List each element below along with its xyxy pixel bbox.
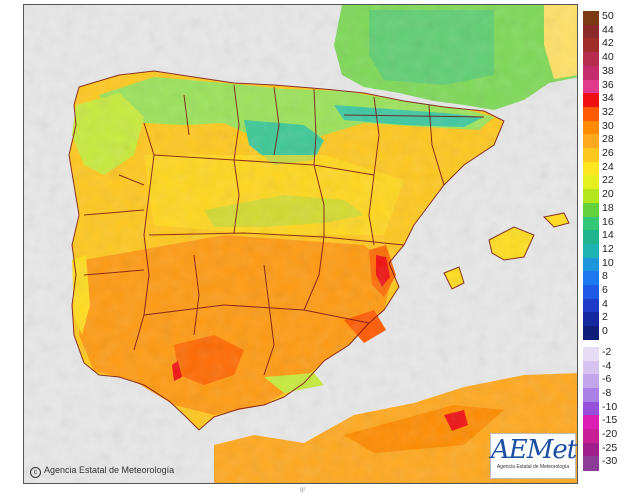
legend-label: -6 — [602, 373, 612, 386]
legend-swatch — [583, 93, 599, 108]
legend-label: 36 — [602, 78, 614, 91]
legend-swatch — [583, 257, 599, 272]
legend-swatch — [583, 243, 599, 259]
legend-swatch — [583, 120, 599, 135]
legend-swatch — [583, 401, 599, 416]
legend-swatch — [583, 38, 599, 53]
legend-label: 20 — [602, 188, 614, 201]
legend-swatch — [583, 202, 599, 217]
legend-label: 0 — [602, 325, 608, 338]
legend-swatch — [583, 11, 599, 26]
regional-borders — [68, 70, 570, 431]
texture-overlay — [24, 5, 577, 483]
legend-label: 10 — [602, 256, 614, 269]
legend-label: -25 — [602, 441, 618, 454]
legend-label: -2 — [602, 345, 612, 358]
legend-swatch — [583, 175, 599, 190]
legend-label: 22 — [602, 174, 614, 187]
legend-label: 12 — [602, 242, 614, 255]
legend-label: 44 — [602, 23, 614, 36]
temperature-map — [23, 4, 578, 484]
legend-label: 14 — [602, 229, 614, 242]
legend-label: 2 — [602, 311, 608, 324]
legend-swatch — [583, 271, 599, 286]
legend-label: -15 — [602, 414, 618, 427]
footer-mark: gr — [300, 487, 306, 493]
legend-swatch — [583, 65, 599, 80]
legend-swatch — [583, 285, 599, 300]
legend-label: -4 — [602, 359, 612, 372]
legend-swatch — [583, 456, 599, 471]
logo-subtitle: Agencia Estatal de Meteorología — [496, 464, 570, 470]
legend-label: 38 — [602, 64, 614, 77]
legend-swatch — [583, 161, 599, 176]
legend-swatch — [583, 415, 599, 430]
legend-swatch — [583, 346, 599, 361]
logo-name: AEMet — [491, 435, 577, 465]
legend-label: 28 — [602, 133, 614, 146]
legend-label: 8 — [602, 270, 608, 283]
legend-swatch — [583, 106, 599, 122]
aemet-logo: AEMet Agencia Estatal de Meteorología — [490, 433, 577, 479]
legend-label: 50 — [602, 10, 614, 22]
copyright-notice: c Agencia Estatal de Meteorología — [30, 465, 174, 478]
legend-label: -10 — [602, 400, 618, 413]
legend-label: 40 — [602, 51, 614, 64]
legend-swatch — [583, 312, 599, 327]
legend-swatch — [583, 134, 599, 149]
legend-swatch — [583, 387, 599, 403]
legend-label: 16 — [602, 215, 614, 228]
legend-label: 30 — [602, 119, 614, 132]
copyright-text: Agencia Estatal de Meteorología — [44, 465, 175, 475]
legend-swatch — [583, 429, 599, 444]
legend-swatch — [583, 374, 599, 389]
legend-label: 4 — [602, 297, 608, 310]
legend-swatch — [583, 24, 599, 39]
map-canvas — [24, 5, 577, 483]
legend-swatch — [583, 79, 599, 94]
legend-label: -8 — [602, 386, 612, 399]
legend-swatch — [583, 189, 599, 204]
legend-label: -30 — [602, 455, 618, 468]
legend-label: 24 — [602, 160, 614, 173]
legend-swatch — [583, 230, 599, 245]
legend-label: 26 — [602, 147, 614, 159]
legend-label: 6 — [602, 284, 608, 296]
legend-swatch — [583, 360, 599, 375]
legend-label: 18 — [602, 201, 614, 214]
legend-label: 42 — [602, 37, 614, 50]
legend-swatch — [583, 298, 599, 313]
legend-label: -20 — [602, 428, 618, 440]
legend-swatch — [583, 52, 599, 67]
legend-swatch — [583, 216, 599, 231]
legend-divider — [583, 339, 599, 347]
legend-label: 32 — [602, 105, 614, 118]
temperature-legend: 50 44 42 40 38 36 34 32 30 28 26 24 22 20 18 16 14 12 10 8 6… — [583, 10, 628, 486]
legend-swatch — [583, 148, 599, 163]
legend-label: 34 — [602, 92, 614, 105]
copyright-icon: c — [30, 467, 41, 478]
legend-swatch — [583, 442, 599, 457]
legend-swatch — [583, 326, 599, 341]
